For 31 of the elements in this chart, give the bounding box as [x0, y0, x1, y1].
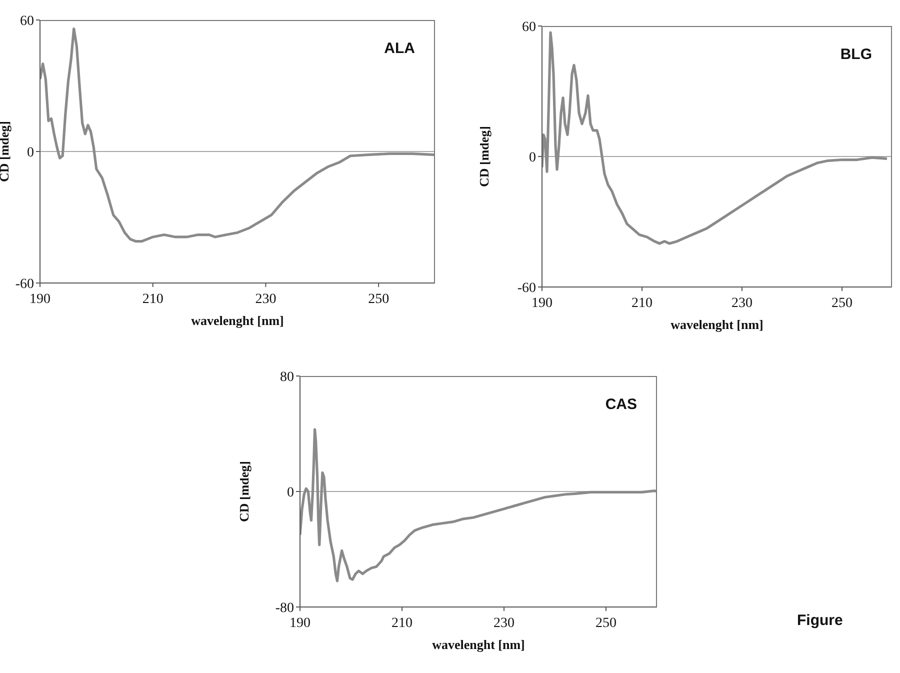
y-tick-label: 0	[529, 150, 536, 166]
x-tick-label: 250	[596, 616, 616, 631]
x-tick-label: 190	[30, 292, 50, 307]
y-tick-label: 60	[20, 14, 34, 29]
x-tick-label: 230	[494, 616, 514, 631]
y-tick-label: 0	[287, 485, 294, 500]
text: Figure	[797, 612, 843, 629]
y-tick-label: -80	[275, 600, 294, 616]
x-tick-label: 210	[632, 296, 652, 311]
x-axis-title: wavelenght [nm]	[670, 317, 764, 333]
y-tick-label: 60	[522, 20, 536, 35]
x-tick-label: 210	[392, 616, 412, 631]
annotation: BLG	[839, 46, 872, 63]
x-axis-title: wavelenght [nm]	[431, 637, 526, 653]
line-series	[40, 27, 435, 243]
y-tick-label: 0	[27, 145, 34, 160]
x-tick-label: 250	[368, 292, 390, 307]
line-series	[542, 31, 888, 245]
x-axis-title: wavelenght [nm]	[190, 313, 285, 329]
y-tick-label: -60	[517, 280, 536, 296]
annotation: CAS	[604, 396, 637, 413]
x-tick-label: 230	[732, 296, 752, 311]
x-tick-label: 190	[532, 296, 552, 311]
annotation: ALA	[383, 40, 415, 57]
x-tick-label: 250	[832, 296, 852, 311]
y-tick-label: -60	[15, 276, 34, 292]
x-tick-label: 210	[142, 292, 164, 307]
x-tick-label: 190	[290, 616, 310, 631]
y-tick-label: 80	[280, 370, 294, 385]
x-tick-label: 230	[255, 292, 276, 307]
line-series	[300, 428, 657, 582]
